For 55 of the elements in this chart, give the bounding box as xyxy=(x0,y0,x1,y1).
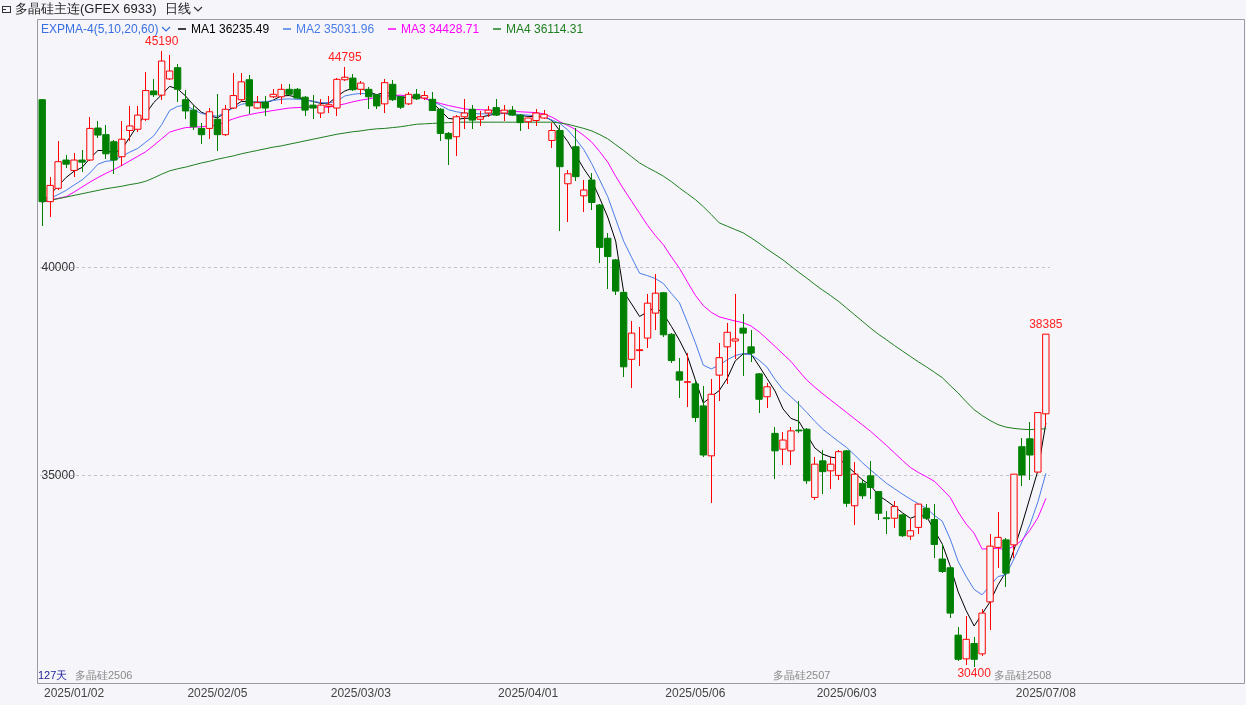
candlestick xyxy=(548,122,556,148)
candlestick xyxy=(564,169,572,223)
y-tick-label: 35000 xyxy=(41,468,76,483)
annotation: 38385 xyxy=(1029,317,1063,332)
candlestick xyxy=(580,179,588,213)
x-tick-label: 2025/05/06 xyxy=(665,685,726,700)
annotation: 多晶硅2508 xyxy=(994,669,1052,681)
candlestick xyxy=(874,490,883,520)
candlestick xyxy=(715,342,723,402)
candlestick xyxy=(683,353,692,408)
candlestick xyxy=(914,503,923,534)
legend-label: MA2 35031.96 xyxy=(296,22,375,36)
candlestick xyxy=(381,79,389,114)
legend-label: MA4 36114.31 xyxy=(506,22,584,36)
candlestick xyxy=(468,104,476,129)
annotation: 44795 xyxy=(328,50,362,65)
x-tick-label: 2025/03/03 xyxy=(330,685,392,700)
x-tick-label: 2025/02/05 xyxy=(187,685,248,700)
candlestick xyxy=(261,96,269,117)
candlestick xyxy=(819,449,827,494)
candlestick xyxy=(747,330,755,363)
x-tick-label: 2025/06/03 xyxy=(816,685,878,700)
candlestick xyxy=(62,154,70,169)
candlestick xyxy=(70,153,78,178)
legend-title: EXPMA-4(5,10,20,60) xyxy=(41,22,159,36)
candlestick xyxy=(970,637,978,667)
candlestick xyxy=(890,501,899,528)
candlestick xyxy=(882,511,891,534)
candlestick xyxy=(763,382,771,408)
annotation: 多晶硅2507 xyxy=(773,669,831,681)
candlestick xyxy=(675,357,684,398)
candlestick xyxy=(78,149,86,173)
x-tick-label: 2025/07/08 xyxy=(1015,685,1077,700)
candlestick xyxy=(213,94,222,151)
candlestick xyxy=(118,121,126,166)
candlestick xyxy=(962,615,970,665)
candlestick xyxy=(906,519,915,541)
candlestick xyxy=(588,172,596,210)
annotation: 多晶硅2506 xyxy=(75,669,133,681)
candlestick xyxy=(197,122,206,145)
candlestick xyxy=(173,63,182,103)
annotation: 45190 xyxy=(144,34,179,49)
candlestick xyxy=(771,426,779,479)
chart-title: 多晶硅主连(GFEX 6933) xyxy=(15,0,157,18)
x-tick-label: 2025/04/01 xyxy=(498,685,559,700)
x-tick-label: 2025/01/02 xyxy=(44,685,105,700)
annotation: 30400 xyxy=(957,666,992,681)
y-tick-label: 40000 xyxy=(41,260,76,275)
candlestick xyxy=(898,514,907,537)
annotation: 127天 xyxy=(38,669,68,681)
legend-label: MA3 34428.71 xyxy=(401,22,480,36)
candlestick xyxy=(205,107,214,139)
chart-subtitle: 日线 xyxy=(164,0,191,18)
candlestick xyxy=(739,314,747,377)
legend-label: MA1 36235.49 xyxy=(191,22,270,36)
